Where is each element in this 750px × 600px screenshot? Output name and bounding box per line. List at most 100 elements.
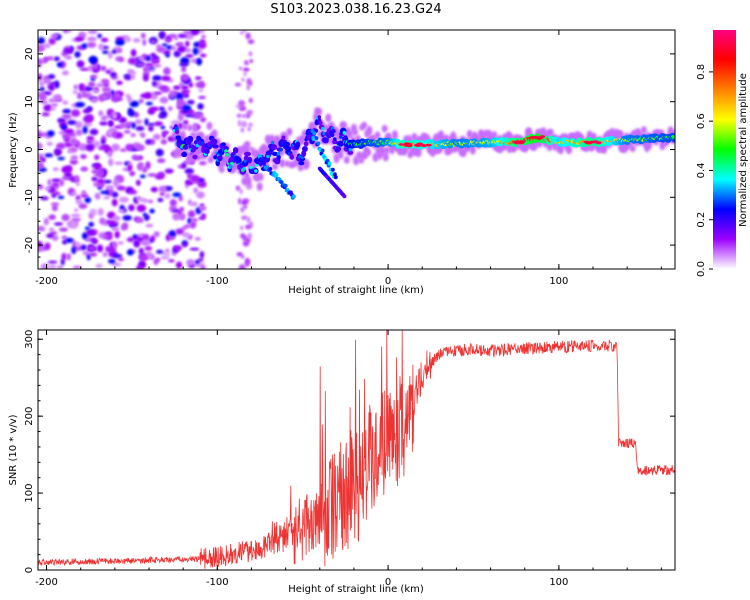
spectrogram-cell	[270, 140, 275, 145]
spectrogram-cell	[201, 34, 206, 39]
spectrogram-cell	[406, 144, 413, 148]
spectrogram-cell	[99, 121, 108, 126]
spectrogram-cell	[81, 91, 87, 95]
spectrogram-cell	[142, 212, 147, 217]
spectrogram-cell	[42, 77, 51, 85]
snr-xtick-label: 100	[549, 577, 568, 588]
spectrogram-cell	[108, 158, 114, 167]
spectrogram-cell	[182, 232, 190, 238]
spectrogram-cell	[199, 116, 207, 123]
spectrogram-cell	[90, 74, 98, 79]
spectrogram-cell	[43, 104, 53, 112]
spectrogram-cell	[536, 137, 543, 140]
spectrogram-cell	[298, 161, 305, 166]
spectrogram-cell	[75, 101, 86, 108]
spectrogram-cell	[241, 77, 245, 82]
spectrogram-cell	[51, 178, 62, 183]
spectrogram-cell	[96, 244, 104, 253]
spectrogram-cell	[148, 125, 154, 132]
spectrogram-cell	[168, 259, 175, 263]
spectrogram-cell	[150, 186, 158, 193]
spectrogram-cell	[198, 96, 206, 99]
spectrogram-cell	[46, 141, 53, 146]
spectrogram-cell	[469, 145, 476, 155]
spectrogram-cell	[58, 227, 69, 232]
spectrogram-cell	[47, 56, 54, 61]
spectrogram-cell	[39, 86, 45, 92]
spectrogram-cell	[67, 120, 77, 125]
spectrogram-cell	[239, 188, 243, 195]
spectrogram-cell	[398, 143, 405, 146]
spectrogram-cell	[165, 234, 171, 242]
spectrogram-cell	[48, 227, 55, 232]
spectrogram-cell	[150, 235, 156, 242]
spectrogram-cell	[78, 83, 85, 91]
spectrogram-cell	[243, 71, 247, 77]
spectrogram-cell	[152, 75, 162, 82]
spectrogram-cell	[130, 73, 136, 80]
spectrogram-cell	[41, 112, 50, 117]
spectrogram-cell	[195, 263, 202, 267]
spectrogram-cell	[144, 62, 155, 68]
spectrogram-cell	[100, 115, 107, 122]
spectrogram-cell	[192, 154, 198, 160]
spectrogram-cell	[272, 163, 278, 171]
spectrogram-cell	[112, 262, 122, 267]
spectrogram-cell	[198, 216, 206, 220]
spectrogram-cell	[70, 109, 81, 117]
snr-ytick-label: 200	[24, 407, 35, 426]
spectrogram-cell	[41, 43, 51, 49]
spectrogram-cell	[335, 146, 342, 152]
spectrogram-cell	[186, 99, 195, 105]
colorbar-tick-label: 0.4	[696, 162, 707, 178]
spectrogram-cell	[179, 130, 186, 139]
spectrogram-cell	[44, 242, 51, 251]
spectrogram-cell	[153, 231, 160, 238]
spectrogram-cell	[111, 49, 118, 54]
spectrogram-cell	[112, 253, 123, 259]
spectrogram-cell	[107, 258, 116, 264]
spectrogram-cell	[391, 130, 398, 140]
spectrogram-cell	[425, 143, 432, 147]
spectrogram-cell	[140, 93, 150, 99]
spectrogram-cell	[193, 187, 199, 194]
spectrogram-cell	[320, 148, 325, 153]
spectrogram-cell	[286, 127, 293, 136]
spectrogram-cell	[547, 128, 554, 136]
spectrogram-ytick-label: -20	[24, 237, 35, 253]
spectrogram-cell	[71, 246, 77, 255]
spectrogram-cell	[40, 263, 49, 269]
spectrogram-cell	[38, 241, 43, 248]
spectrogram-cell	[585, 141, 591, 145]
spectrogram-cell	[229, 164, 233, 169]
spectrogram-cell	[241, 200, 248, 205]
spectrogram-cell	[92, 88, 100, 93]
spectrogram-cell	[272, 151, 278, 156]
spectrogram-cell	[491, 131, 498, 139]
snr-ytick-label: 300	[24, 330, 35, 349]
spectrogram-cell	[419, 143, 426, 147]
spectrogram-cell	[247, 156, 252, 164]
spectrogram-cell	[91, 176, 98, 182]
spectrogram-cell	[197, 103, 204, 110]
spectrogram-cell	[78, 203, 88, 210]
spectrogram-cell	[61, 252, 67, 261]
spectrogram-cell	[79, 67, 89, 71]
spectrogram-cell	[238, 100, 245, 106]
spectrogram-cell	[333, 175, 338, 180]
spectrogram-cell	[43, 91, 52, 96]
spectrogram-cell	[346, 130, 353, 139]
spectrogram-cell	[240, 233, 246, 239]
spectrogram-cell	[182, 151, 186, 156]
spectrogram-cell	[69, 221, 79, 229]
snr-series-line	[38, 330, 675, 569]
colorbar-tick-label: 0.8	[696, 64, 707, 80]
spectrogram-cell	[107, 108, 115, 114]
spectrogram-cell	[145, 55, 151, 62]
spectrogram-cell	[87, 30, 98, 34]
spectrogram-cell	[247, 232, 252, 240]
spectrogram-cell	[330, 167, 335, 172]
spectrogram-cell	[143, 65, 150, 74]
